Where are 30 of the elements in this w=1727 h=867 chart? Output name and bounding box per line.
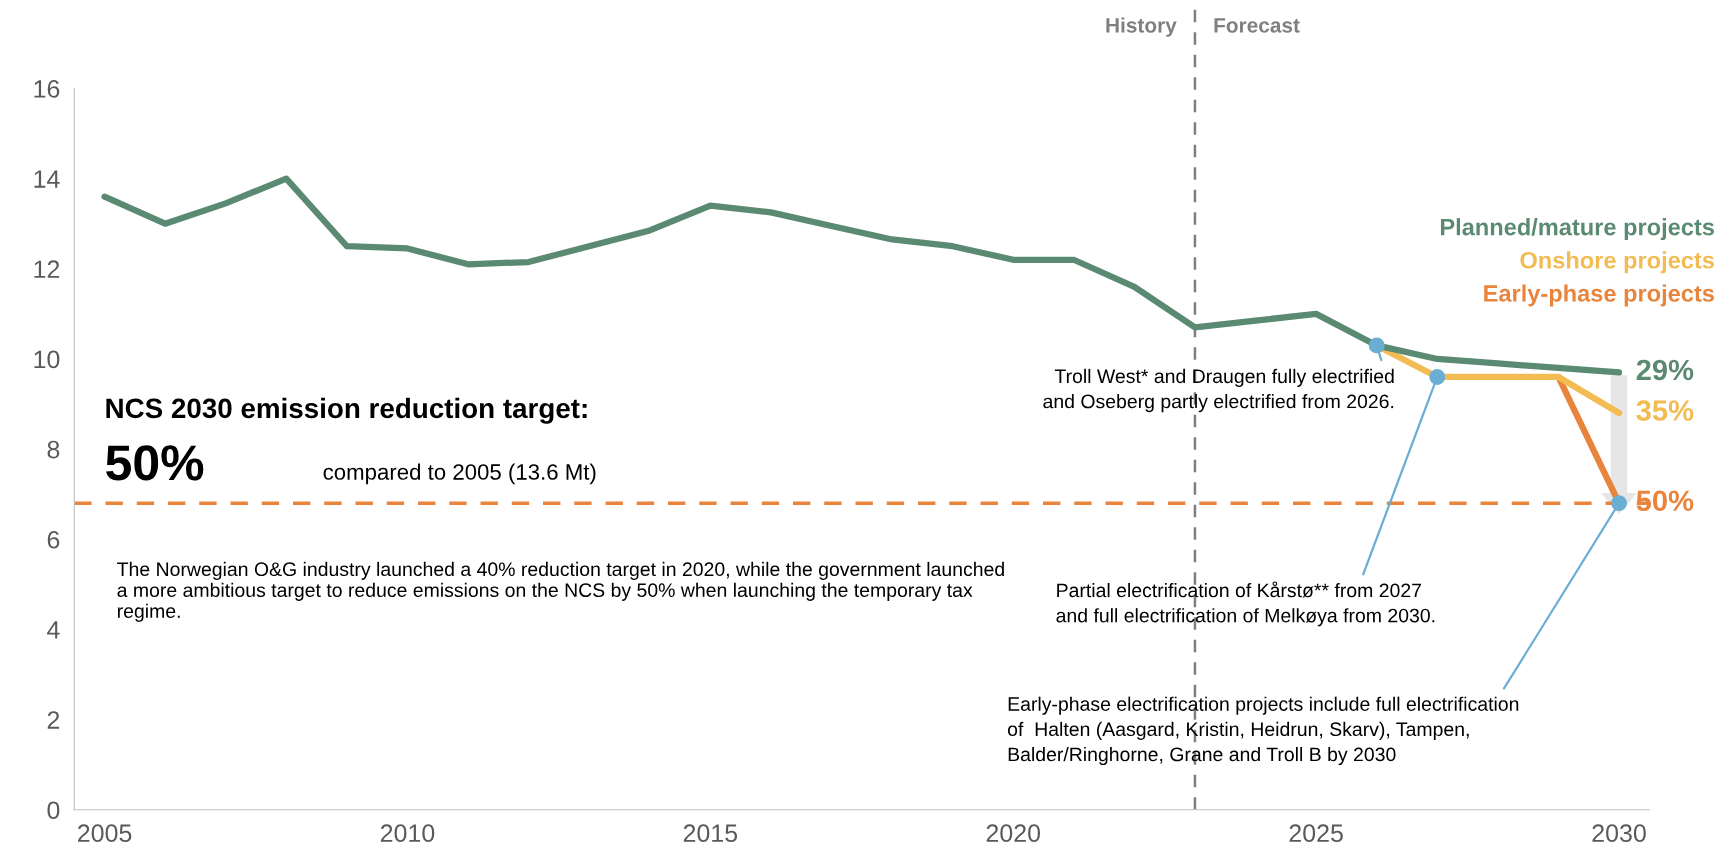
y-tick-label: 8 <box>47 440 60 459</box>
y-tick-label: 2 <box>47 711 60 729</box>
text: Onshore projects <box>1520 251 1714 274</box>
annotation: The Norwegian O&G industry launched a 40% reduction target in 2020, while the government launched a more ambitious target to reduce emissions on the NCS by 50% when launching the temporary tax regime. <box>117 561 1004 622</box>
annotation: Partial electrification of Kårstø** from 2027 and full electrification of Melkøya from 2030. <box>1056 581 1435 627</box>
y-tick-label: 12 <box>34 260 60 278</box>
annotation: 29% <box>1636 359 1694 381</box>
annotation: 50% <box>106 445 204 481</box>
y-tick-label: 16 <box>34 80 60 98</box>
x-tick-label: 2030 <box>1592 824 1646 843</box>
annotation: Troll West* and Draugen fully electrified and Oseberg partly electrified from 2026. <box>1043 368 1394 413</box>
text: Planned/mature projects <box>1440 218 1714 241</box>
annotation: 50% <box>1636 490 1694 512</box>
annotation: Early-phase electrification projects include full electrification of Halten (Aasgard, Kristin, Heidrun, Skarv), Tampen, Balder/Ringhorne, Grane and Troll B by 2030 <box>1007 696 1519 766</box>
annotation: NCS 2030 emission reduction target: <box>106 397 587 424</box>
x-tick-label: 2015 <box>683 824 738 843</box>
y-tick-label: 0 <box>47 801 60 820</box>
x-tick-label: 2005 <box>78 824 132 843</box>
annotation: compared to 2005 (13.6 Mt) <box>323 463 596 485</box>
text: Forecast <box>1214 18 1300 33</box>
ref-line-label: History <box>1106 17 1177 37</box>
text: Early-phase projects <box>1484 284 1714 307</box>
x-tick-label: 2020 <box>986 824 1041 843</box>
annotation: 35% <box>1636 400 1694 421</box>
y-tick-label: 14 <box>34 170 60 188</box>
x-tick-label: 2010 <box>380 824 435 843</box>
y-tick-label: 6 <box>47 530 60 549</box>
y-tick-label: 4 <box>47 621 60 639</box>
y-tick-label: 10 <box>34 350 60 369</box>
x-tick-label: 2025 <box>1289 824 1343 843</box>
